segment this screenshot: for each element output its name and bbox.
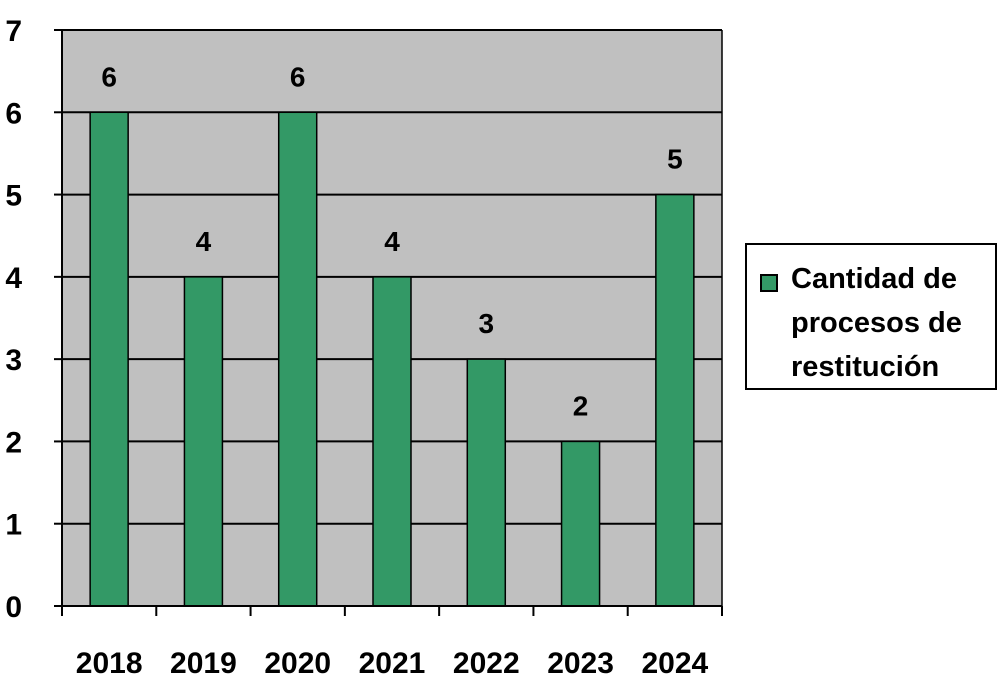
y-tick-label: 3 — [5, 344, 22, 377]
data-label: 2 — [573, 390, 589, 421]
bar — [466, 358, 507, 607]
data-label: 4 — [384, 226, 400, 257]
data-label: 4 — [196, 226, 212, 257]
data-label: 5 — [667, 144, 683, 175]
bar — [277, 111, 318, 607]
x-tick-label: 2023 — [547, 647, 614, 677]
y-tick-label: 0 — [5, 591, 22, 624]
legend-swatch — [760, 274, 778, 292]
bar — [372, 276, 412, 607]
x-tick-label: 2021 — [359, 647, 426, 677]
bar — [89, 111, 129, 607]
bar — [655, 193, 695, 607]
legend-label: Cantidad de procesos de restitución — [791, 263, 962, 383]
bar — [183, 276, 224, 607]
legend: Cantidad de procesos de restitución — [745, 243, 997, 390]
data-label: 6 — [101, 61, 117, 92]
data-label: 3 — [478, 308, 494, 339]
y-tick-label: 1 — [5, 509, 22, 542]
x-tick-label: 2019 — [170, 647, 237, 677]
bar — [560, 440, 601, 607]
y-tick-label: 4 — [5, 262, 22, 295]
y-tick-label: 6 — [5, 97, 22, 130]
x-tick-label: 2018 — [76, 647, 143, 677]
y-tick-label: 2 — [5, 426, 22, 459]
x-tick-label: 2022 — [453, 647, 520, 677]
y-tick-label: 7 — [5, 15, 22, 48]
x-tick-label: 2024 — [641, 647, 708, 677]
y-tick-label: 5 — [5, 180, 22, 213]
data-label: 6 — [290, 61, 306, 92]
x-tick-label: 2020 — [264, 647, 331, 677]
